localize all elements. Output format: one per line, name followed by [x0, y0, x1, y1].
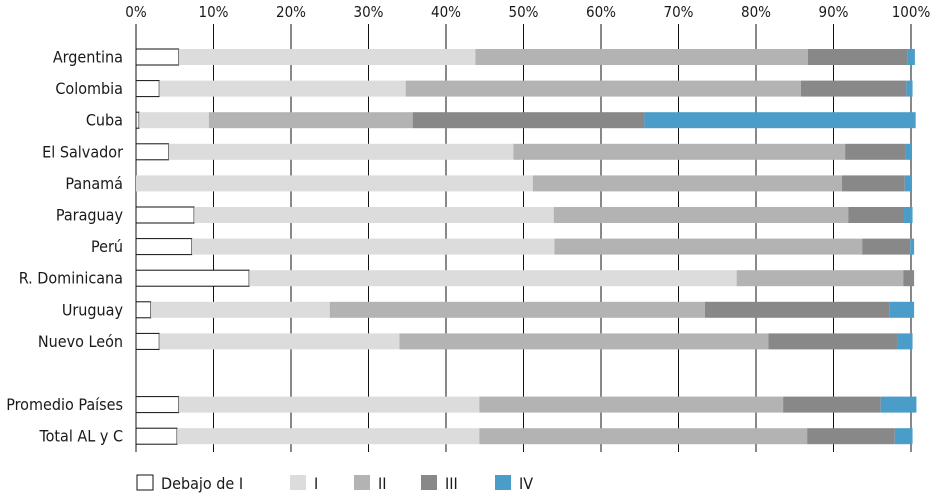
- category-label: Panamá: [65, 174, 123, 193]
- bar-segment: [135, 269, 250, 287]
- bar-segment: [475, 49, 808, 65]
- x-tick-label: 60%: [586, 3, 616, 21]
- bar-segment: [168, 143, 514, 160]
- bar-segment: [848, 207, 905, 223]
- x-tick-label: 80%: [741, 3, 771, 21]
- bar-segment: [905, 143, 911, 160]
- bar-segment: [135, 332, 160, 350]
- bar-segment: [329, 301, 705, 318]
- bar-segment: [208, 112, 413, 129]
- legend-swatch: [136, 474, 154, 491]
- bar-segment: [178, 49, 476, 65]
- legend-swatch: [421, 475, 437, 490]
- x-tick-label: 30%: [354, 3, 384, 21]
- legend-label: II: [378, 474, 386, 493]
- bar-segment: [553, 207, 849, 223]
- bar-segment: [736, 270, 904, 287]
- bar-segment: [845, 143, 906, 160]
- bar-segment: [405, 80, 801, 97]
- bar-segment: [135, 301, 152, 319]
- bar-segment: [862, 238, 911, 255]
- bar-segment: [783, 396, 881, 413]
- legend-label: IV: [519, 474, 533, 493]
- bar-segment: [904, 207, 913, 223]
- bar-segment: [191, 238, 555, 255]
- bar-segment: [554, 238, 863, 255]
- bar-segment: [768, 333, 898, 350]
- bar-segment: [907, 49, 915, 65]
- legend-swatch: [354, 475, 370, 490]
- x-tick-label: 20%: [276, 3, 306, 21]
- bar-segment: [178, 396, 480, 413]
- category-label: Colombia: [55, 79, 123, 98]
- x-tick-label: 90%: [819, 3, 849, 21]
- bar-segment: [903, 270, 915, 287]
- x-tick-label: 50%: [509, 3, 539, 21]
- legend-swatch: [495, 475, 511, 490]
- bar-segment: [159, 80, 406, 97]
- bar-segment: [532, 175, 843, 192]
- bar-segment: [177, 428, 480, 445]
- bar-segment: [894, 428, 913, 445]
- bar-segment: [807, 49, 908, 65]
- bar-segment: [159, 333, 400, 350]
- bar-segment: [135, 111, 140, 129]
- bar-segment: [139, 112, 209, 129]
- bar-segment: [412, 112, 645, 129]
- bar-segment: [842, 175, 905, 192]
- bar-segment: [800, 80, 907, 97]
- bar-segment: [135, 427, 178, 445]
- category-label: Uruguay: [62, 300, 124, 319]
- x-tick-label: 70%: [664, 3, 694, 21]
- bar-segment: [513, 143, 846, 160]
- legend-label: III: [445, 474, 458, 493]
- legend-swatch: [290, 475, 306, 490]
- bar-segment: [399, 333, 769, 350]
- bar-segment: [135, 48, 180, 66]
- legend-label: Debajo de I: [161, 474, 243, 493]
- bars: [135, 48, 917, 445]
- bar-segment: [807, 428, 895, 445]
- category-labels: Argentina Colombia Cuba El Salvador Panamá Pa…: [6, 48, 123, 446]
- category-label: El Salvador: [42, 142, 123, 161]
- bar-segment: [880, 396, 917, 413]
- x-tick-label: 100%: [892, 3, 931, 21]
- bar-segment: [135, 143, 170, 161]
- bar-segment: [910, 238, 915, 255]
- bar-segment: [897, 333, 913, 350]
- x-axis-ticks: 0% 10% 20% 30% 40% 50% 60% 70% 80% 90% 100%: [125, 3, 930, 21]
- bar-segment: [135, 206, 195, 224]
- category-label: Argentina: [53, 48, 123, 67]
- category-label: Promedio Países: [6, 395, 123, 414]
- x-tick-label: 40%: [431, 3, 461, 21]
- category-label: Total AL y C: [39, 427, 123, 446]
- bar-segment: [644, 112, 916, 129]
- bar-segment: [479, 428, 808, 445]
- x-tick-label: 0%: [125, 3, 147, 21]
- category-label: Perú: [91, 237, 123, 256]
- category-label: R. Dominicana: [19, 269, 123, 288]
- bar-segment: [135, 238, 193, 256]
- bar-segment: [136, 175, 533, 192]
- legend-label: I: [314, 474, 318, 493]
- legend: Debajo de I I II III IV: [136, 474, 533, 493]
- category-label: Paraguay: [56, 206, 124, 225]
- bar-segment: [479, 396, 784, 413]
- bar-segment: [249, 270, 737, 287]
- x-tick-label: 10%: [199, 3, 229, 21]
- bar-segment: [135, 80, 160, 98]
- bar-segment: [194, 207, 554, 223]
- bar-segment: [150, 301, 330, 318]
- bar-segment: [904, 175, 911, 192]
- category-label: Nuevo León: [38, 332, 123, 351]
- bar-segment: [889, 301, 915, 318]
- bar-segment: [704, 301, 890, 318]
- bar-segment: [135, 396, 180, 414]
- category-label: Cuba: [86, 111, 123, 130]
- bar-segment: [906, 80, 913, 97]
